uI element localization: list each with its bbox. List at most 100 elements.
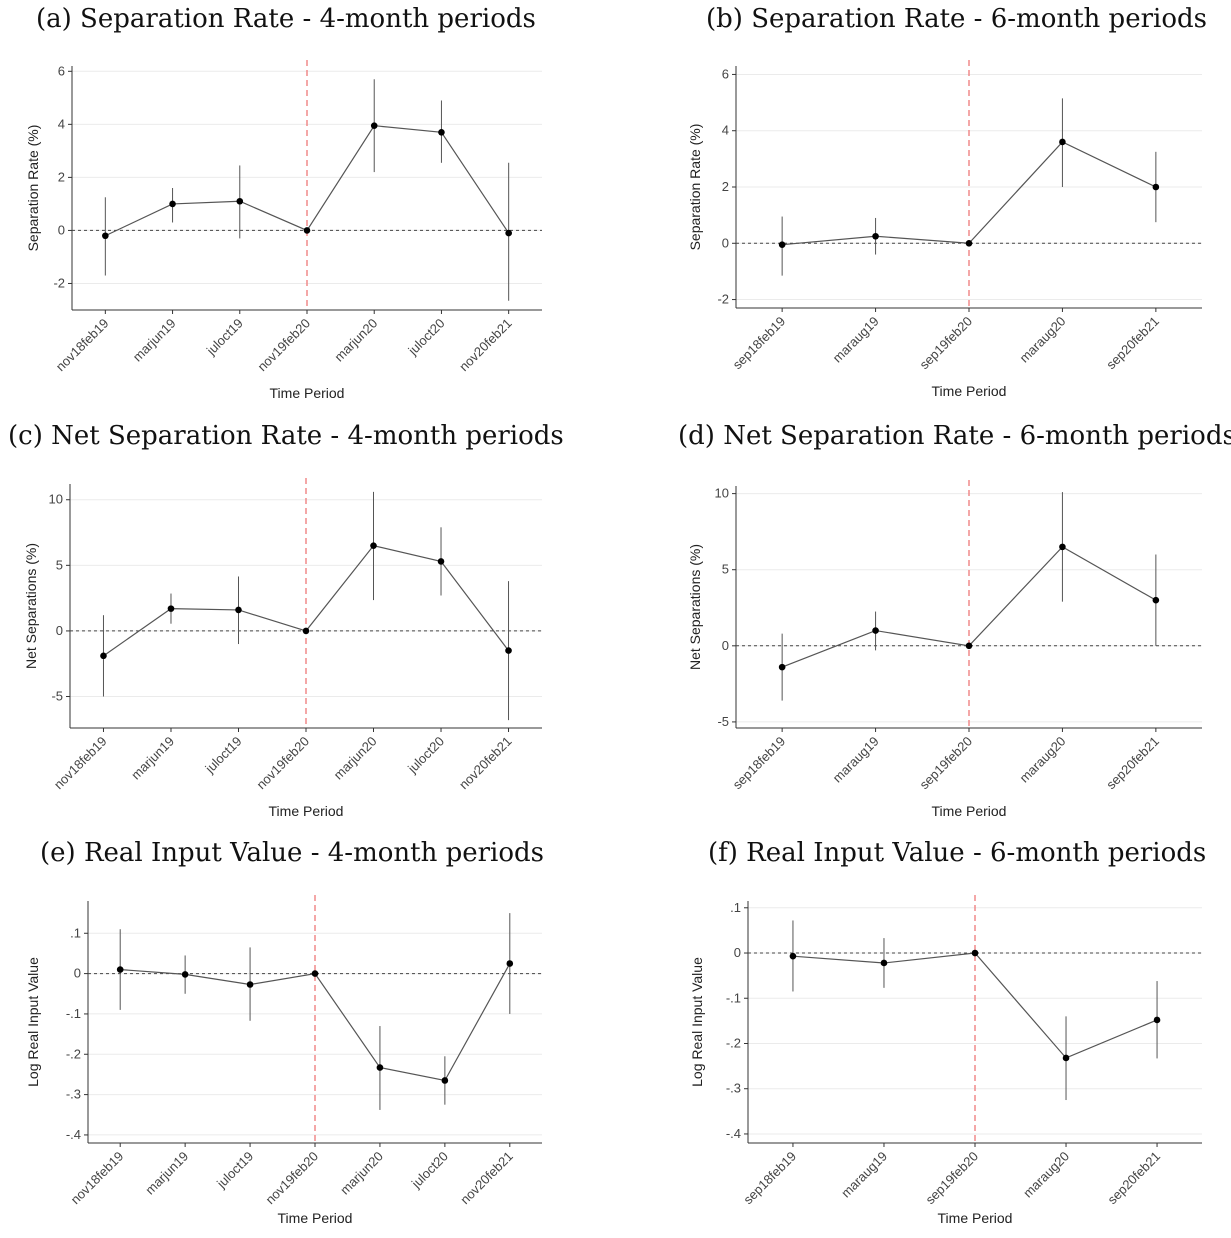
x-axis-label: Time Period xyxy=(278,1210,353,1226)
y-tick-label: .1 xyxy=(730,900,741,915)
y-tick-label: 5 xyxy=(56,557,63,572)
y-tick-label: -2 xyxy=(53,275,65,290)
x-tick-label: maraug20 xyxy=(1020,1149,1072,1201)
data-point xyxy=(246,981,254,988)
x-tick-label: sep20feb21 xyxy=(1105,1149,1164,1208)
x-tick-label: nov19feb20 xyxy=(262,1149,321,1208)
x-tick-label: marjun19 xyxy=(130,316,179,365)
y-tick-label: -.2 xyxy=(726,1035,741,1050)
caption-f: (f) Real Input Value - 6-month periods xyxy=(708,838,1207,868)
y-axis-label: Separation Rate (%) xyxy=(25,125,41,252)
data-point xyxy=(778,663,786,671)
x-tick-label: marjun20 xyxy=(337,1149,386,1198)
x-tick-label: nov18feb19 xyxy=(68,1149,127,1208)
caption-b: (b) Separation Rate - 6-month periods xyxy=(706,4,1207,34)
chart-net-separation-6m: -5 0 5 10 sep18feb19 maraug19 sep19feb20 maraug… xyxy=(687,480,1202,819)
y-tick-label: 10 xyxy=(49,492,63,507)
caption-e: (e) Real Input Value - 4-month periods xyxy=(40,838,545,868)
y-tick-label: 2 xyxy=(58,169,65,184)
x-tick-label: marjun20 xyxy=(331,316,380,365)
data-point xyxy=(1059,543,1066,551)
data-point xyxy=(872,232,879,240)
data-point xyxy=(181,971,189,978)
y-axis-label: Separation Rate (%) xyxy=(687,124,703,251)
x-tick-label: sep18feb19 xyxy=(730,734,789,793)
y-tick-label: -.3 xyxy=(66,1087,81,1102)
data-point xyxy=(235,606,242,614)
x-tick-label: nov20feb21 xyxy=(456,316,515,375)
data-point xyxy=(1062,1054,1070,1062)
chart-real-input-4m: -.4 -.3 -.2 -.1 0 .1 nov18feb19 marjun19 juloct1… xyxy=(25,895,542,1226)
y-axis-label: Log Real Input Value xyxy=(689,957,705,1087)
x-tick-label: nov20feb21 xyxy=(457,1149,516,1208)
data-point xyxy=(167,605,175,612)
y-tick-label: 6 xyxy=(58,63,65,78)
x-tick-label: maraug20 xyxy=(1017,734,1069,786)
chart-separation-rate-6m: -2 0 2 4 6 sep18feb19 maraug19 sep19feb20 maraug… xyxy=(687,60,1202,399)
y-tick-label: -.4 xyxy=(726,1126,741,1141)
x-axis-label: Time Period xyxy=(932,803,1007,819)
data-point xyxy=(506,960,514,967)
y-tick-label: -2 xyxy=(717,292,729,307)
x-tick-label: nov20feb21 xyxy=(456,734,515,793)
x-tick-label: juloct20 xyxy=(405,316,448,359)
data-point xyxy=(965,642,973,650)
data-point xyxy=(376,1064,384,1071)
y-tick-label: .1 xyxy=(70,925,81,940)
x-tick-label: sep19feb20 xyxy=(916,734,975,793)
x-axis-label: Time Period xyxy=(938,1210,1013,1226)
y-tick-label: 5 xyxy=(722,562,729,577)
y-tick-label: 2 xyxy=(722,179,729,194)
y-tick-label: 10 xyxy=(715,486,729,501)
y-tick-label: -.4 xyxy=(66,1127,81,1142)
chart-real-input-6m: -.4 -.3 -.2 -.1 0 .1 sep18feb19 maraug19 sep19fe… xyxy=(689,895,1202,1226)
x-tick-label: maraug19 xyxy=(830,734,882,786)
data-point xyxy=(971,949,979,957)
y-tick-label: 0 xyxy=(74,966,81,981)
data-point xyxy=(965,239,973,247)
data-point xyxy=(1059,138,1066,146)
y-axis-label: Net Separations (%) xyxy=(687,544,703,670)
y-tick-label: -.1 xyxy=(66,1006,81,1021)
series-line xyxy=(120,963,511,1082)
x-axis-label: Time Period xyxy=(269,803,344,819)
data-point xyxy=(438,129,445,136)
x-tick-label: nov19feb20 xyxy=(254,316,313,375)
x-tick-label: juloct19 xyxy=(213,1149,256,1192)
data-point xyxy=(102,232,109,240)
y-tick-label: -.1 xyxy=(726,990,741,1005)
y-tick-label: 0 xyxy=(58,222,65,237)
x-tick-label: sep19feb20 xyxy=(922,1149,981,1208)
data-point xyxy=(505,647,512,654)
data-point xyxy=(789,952,797,960)
y-tick-label: 6 xyxy=(722,66,729,81)
data-point xyxy=(505,229,512,237)
y-tick-label: 0 xyxy=(734,945,741,960)
x-tick-label: marjun19 xyxy=(128,734,177,783)
x-tick-label: marjun19 xyxy=(142,1149,191,1198)
data-point xyxy=(370,122,378,129)
x-tick-label: juloct19 xyxy=(203,316,246,359)
data-point xyxy=(778,241,786,248)
chart-separation-rate-4m: -2 0 2 4 6 nov18feb19 marjun19 juloct19 nov19feb… xyxy=(25,60,542,401)
y-tick-label: 0 xyxy=(722,638,729,653)
x-axis-label: Time Period xyxy=(932,383,1007,399)
x-tick-label: maraug20 xyxy=(1017,314,1069,366)
y-tick-label: 0 xyxy=(56,623,63,638)
data-point xyxy=(1152,596,1160,604)
y-tick-label: -5 xyxy=(51,689,63,704)
data-point xyxy=(311,970,319,977)
data-point xyxy=(303,227,311,234)
data-point xyxy=(880,959,888,967)
data-point xyxy=(169,200,176,208)
data-point xyxy=(1152,183,1160,191)
x-tick-label: sep18feb19 xyxy=(730,314,789,373)
x-tick-label: nov18feb19 xyxy=(53,316,112,375)
y-axis-label: Log Real Input Value xyxy=(25,957,41,1087)
y-tick-label: -5 xyxy=(717,714,729,729)
data-point xyxy=(100,652,107,660)
caption-c: (c) Net Separation Rate - 4-month period… xyxy=(8,421,564,451)
data-point xyxy=(302,627,310,635)
y-tick-label: 0 xyxy=(722,235,729,250)
x-tick-label: nov18feb19 xyxy=(51,734,110,793)
